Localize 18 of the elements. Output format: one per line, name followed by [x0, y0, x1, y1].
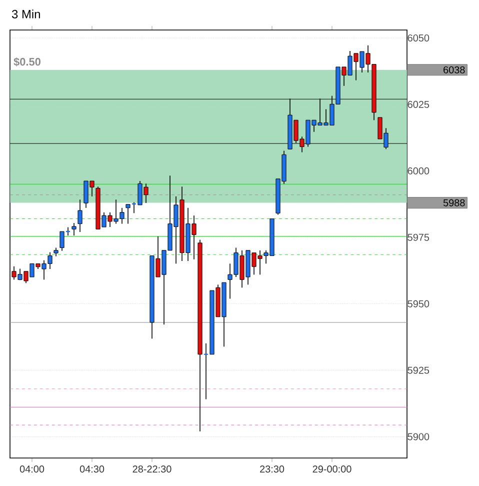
y-tick-label: 6000 [408, 167, 430, 174]
x-tick-label: 23:30 [260, 466, 284, 473]
x-tick-label: 04:30 [80, 466, 104, 473]
text: 5988 [443, 199, 465, 206]
text: 6038 [444, 66, 465, 74]
band-label: $0.50 [14, 57, 40, 66]
x-tick-label: 29-00:00 [312, 466, 352, 473]
y-tick-label: 5950 [408, 300, 430, 308]
candlestick [78, 199, 82, 232]
y-tick-label: 5975 [408, 234, 430, 241]
x-tick-label: 04:00 [20, 466, 44, 473]
y-tick-label: 6025 [408, 100, 430, 108]
x-tick-label: 28-22:30 [132, 466, 172, 473]
candlestick [72, 222, 76, 236]
chart-title: 3 Min [12, 10, 40, 18]
y-tick-label: 5900 [408, 433, 430, 440]
y-tick-label: 5925 [408, 366, 430, 374]
y-tick-label: 6050 [408, 34, 430, 42]
